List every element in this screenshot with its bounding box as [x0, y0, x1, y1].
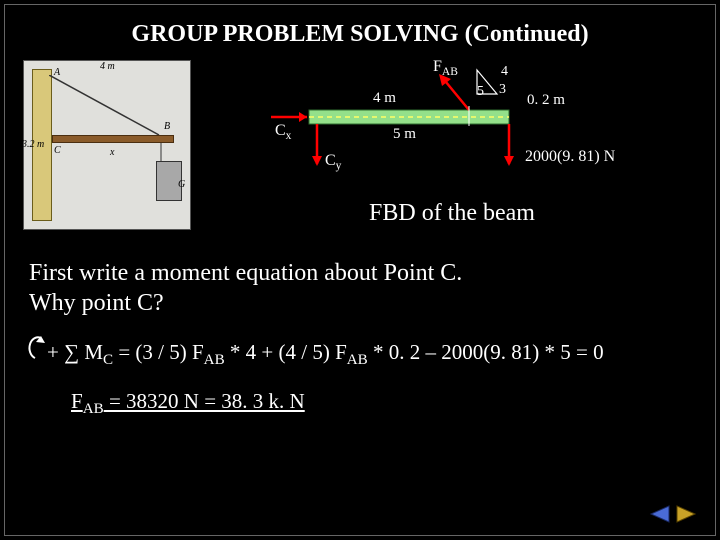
- figure-cable: [49, 75, 161, 137]
- eq-sub-ab2: AB: [347, 352, 368, 368]
- eq-prefix: + ∑ M: [47, 340, 103, 364]
- moment-arrow-icon: [27, 334, 49, 364]
- result-f: F: [71, 389, 83, 413]
- eq-mid: = (3 / 5) F: [113, 340, 204, 364]
- cy-c: C: [325, 152, 336, 169]
- tri-v: 3: [499, 82, 506, 98]
- figure-hanger: [160, 143, 162, 161]
- dim-5m: 5 m: [393, 126, 416, 143]
- fab-label-sub: AB: [442, 66, 458, 78]
- body-text: First write a moment equation about Poin…: [29, 258, 697, 318]
- cy-arrow: [312, 124, 322, 166]
- figure-label-g: G: [178, 179, 185, 190]
- upper-row: 4 m 3.2 m A B C G x: [23, 60, 697, 240]
- cy-sub: y: [336, 160, 342, 172]
- figure-beam: [52, 135, 174, 143]
- figure-dim-top: 4 m: [100, 61, 115, 72]
- cy-label: Cy: [325, 152, 341, 172]
- dim-4m: 4 m: [373, 90, 396, 107]
- result-sub: AB: [83, 401, 104, 417]
- eq-sub-c: C: [103, 352, 113, 368]
- result: FAB = 38320 N = 38. 3 k. N: [71, 389, 697, 418]
- dim-02m: 0. 2 m: [527, 92, 565, 109]
- figure-label-c: C: [54, 145, 61, 156]
- body-line-1: First write a moment equation about Poin…: [29, 258, 697, 288]
- load-label: 2000(9. 81) N: [525, 148, 615, 166]
- load-arrow: [504, 124, 514, 166]
- nav-next-button[interactable]: [675, 503, 701, 525]
- result-value: = 38320 N = 38. 3 k. N: [104, 389, 305, 413]
- moment-equation: + ∑ MC = (3 / 5) FAB * 4 + (4 / 5) FAB *…: [47, 340, 697, 369]
- tri-hyp: 5: [477, 84, 484, 100]
- eq-part3: * 0. 2 – 2000(9. 81) * 5 = 0: [368, 340, 604, 364]
- fbd-caption: FBD of the beam: [369, 200, 535, 227]
- cx-sub: x: [286, 130, 292, 142]
- fab-label: FAB: [433, 58, 458, 78]
- slide-title: GROUP PROBLEM SOLVING (Continued): [23, 21, 697, 48]
- tri-h: 4: [501, 64, 508, 80]
- cx-arrow: [271, 112, 307, 122]
- fab-label-f: F: [433, 58, 442, 75]
- eq-part2: * 4 + (4 / 5) F: [225, 340, 347, 364]
- fbd: FAB 4 3 5 4 m 0. 2 m 5 m Cx Cy 2000(9. 8…: [209, 60, 697, 240]
- nav-prev-button[interactable]: [645, 503, 671, 525]
- figure-dim-left: 3.2 m: [22, 139, 44, 150]
- fab-arrow: [439, 74, 469, 110]
- figure-label-b: B: [164, 121, 170, 132]
- problem-figure: 4 m 3.2 m A B C G x: [23, 60, 191, 230]
- figure-label-a: A: [54, 67, 60, 78]
- equation-row: + ∑ MC = (3 / 5) FAB * 4 + (4 / 5) FAB *…: [29, 340, 697, 369]
- cx-label: Cx: [275, 122, 291, 142]
- figure-label-x: x: [110, 147, 114, 158]
- nav-controls: [645, 503, 701, 525]
- cx-c: C: [275, 122, 286, 139]
- body-line-2: Why point C?: [29, 288, 697, 318]
- eq-sub-ab1: AB: [204, 352, 225, 368]
